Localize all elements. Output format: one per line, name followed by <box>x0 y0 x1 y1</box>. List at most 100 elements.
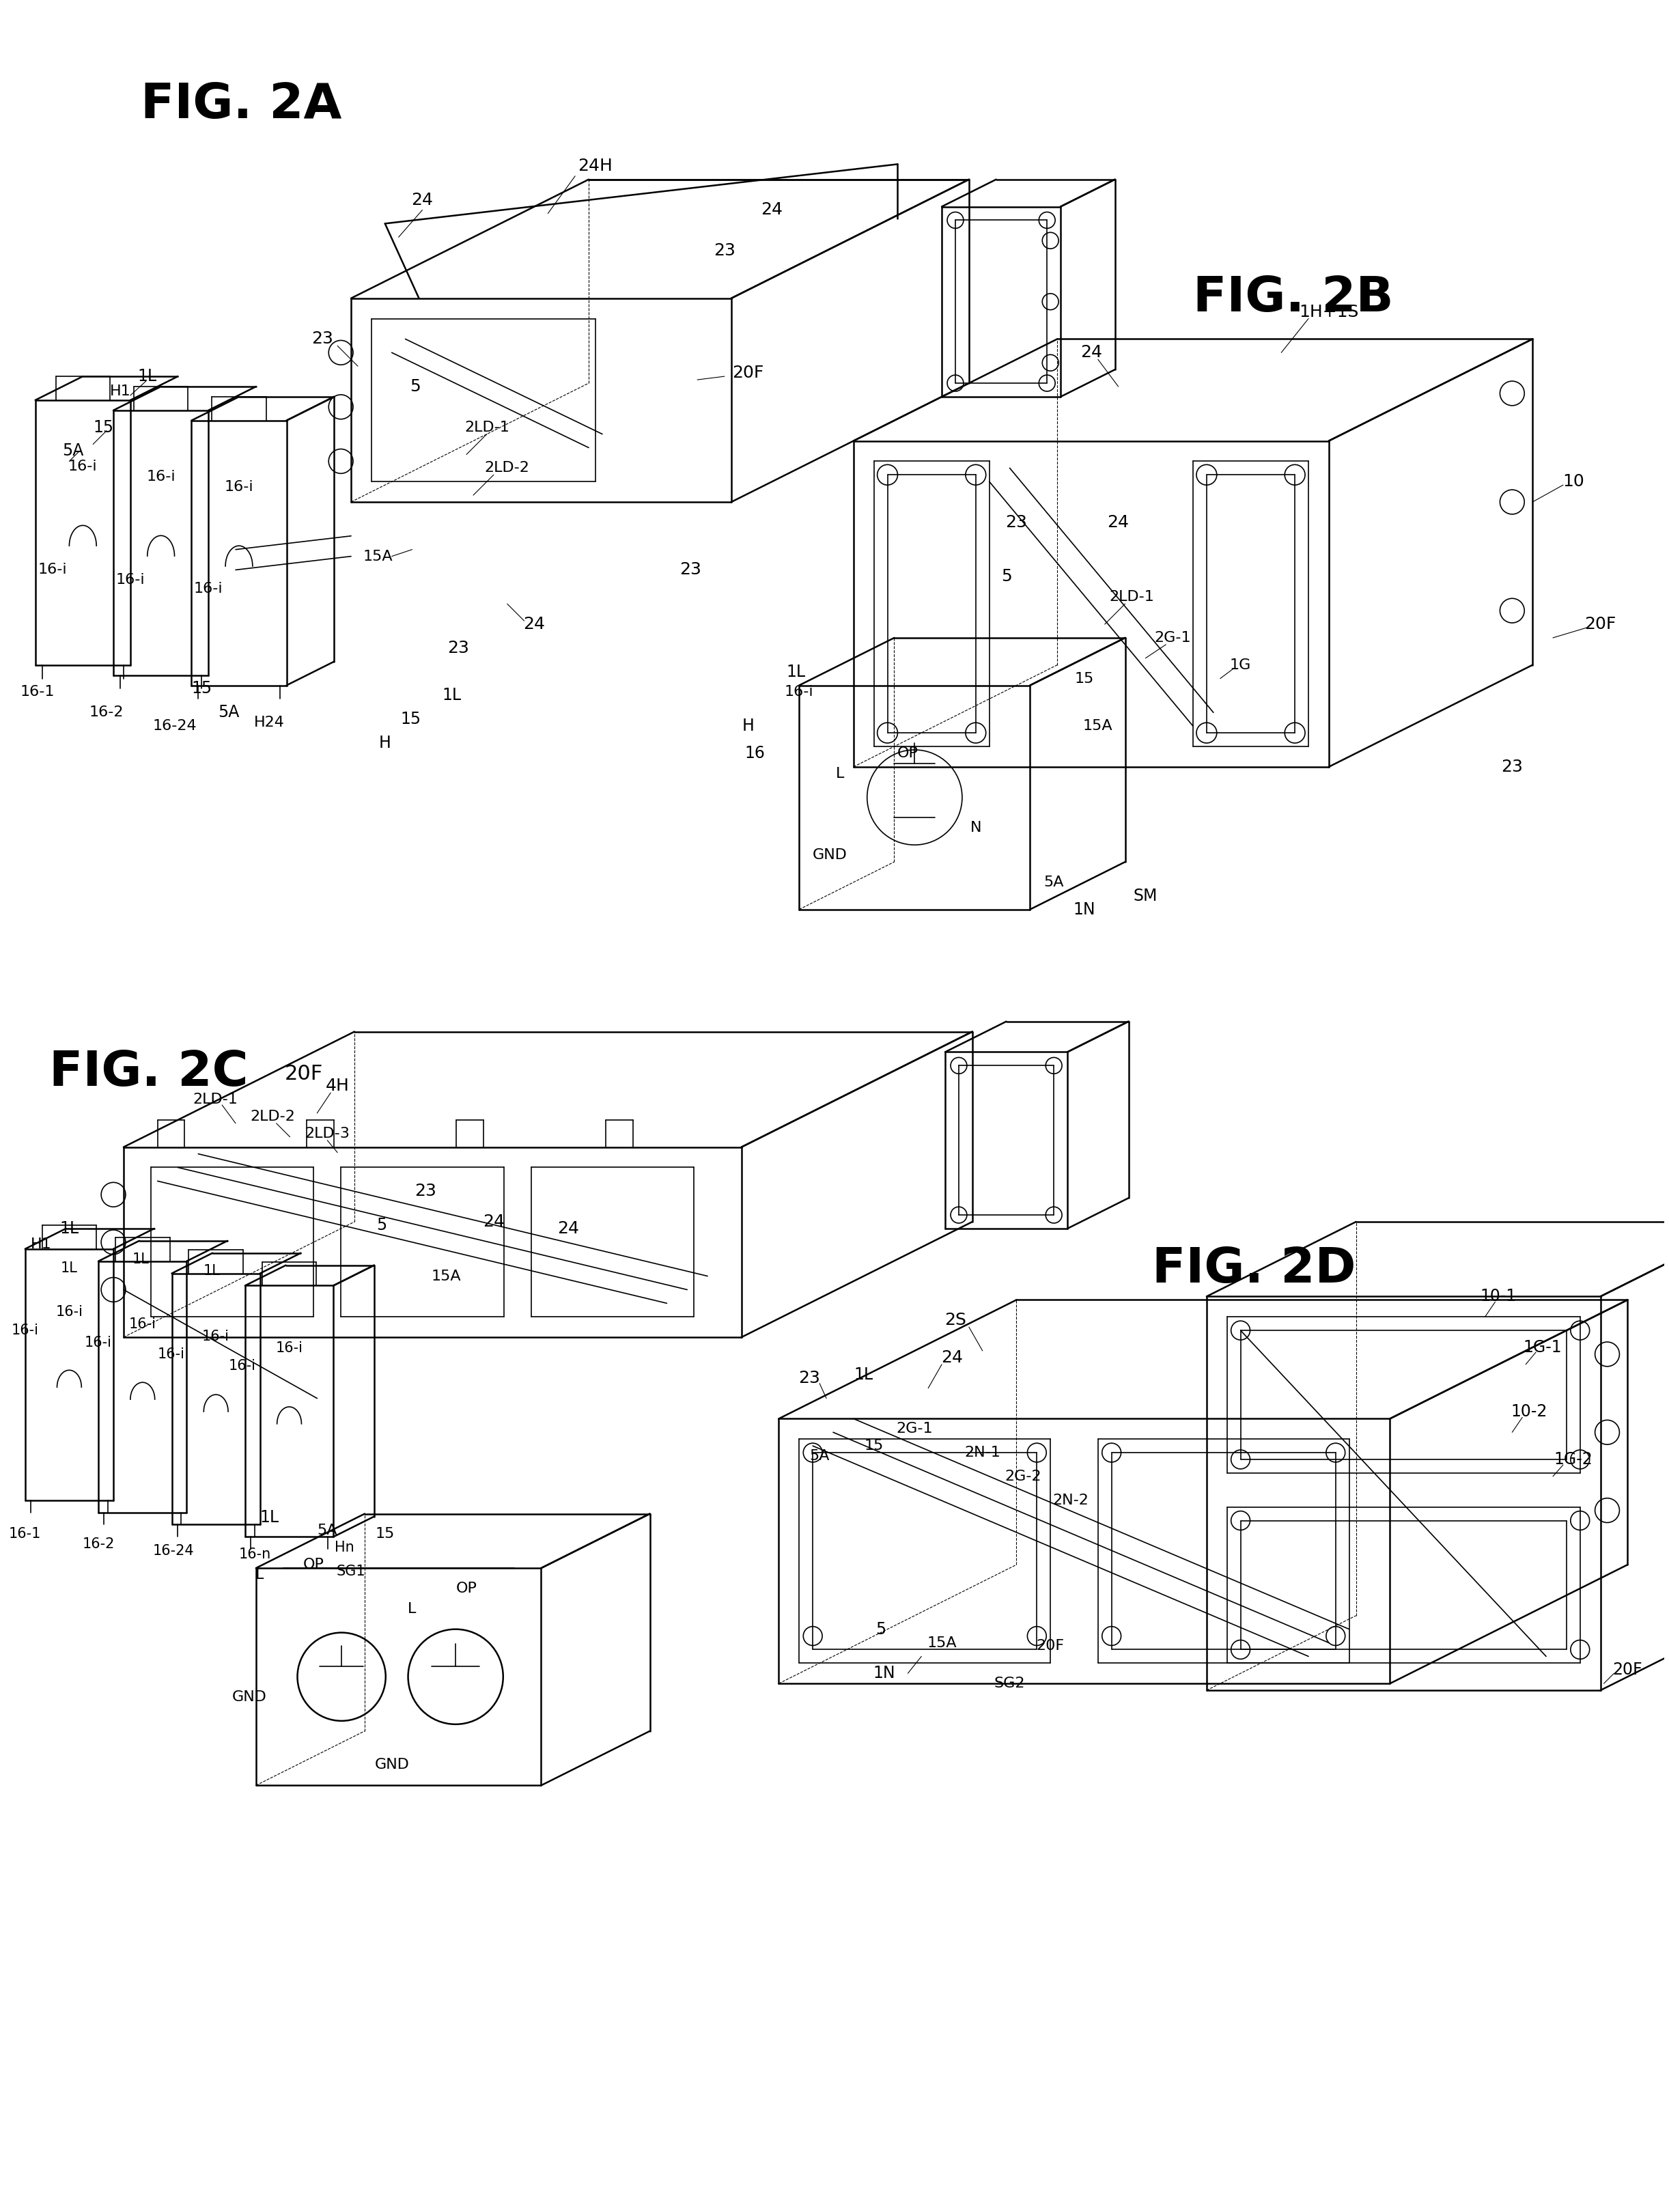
Text: 5A: 5A <box>62 442 83 460</box>
Text: SG2: SG2 <box>995 1677 1025 1690</box>
Text: 16-i: 16-i <box>194 582 224 595</box>
Text: 1L: 1L <box>60 1221 78 1237</box>
Text: 1G-1: 1G-1 <box>1524 1338 1562 1356</box>
Text: 5: 5 <box>876 1621 886 1637</box>
Text: 16-i: 16-i <box>68 460 97 473</box>
Text: L: L <box>255 1568 264 1582</box>
Text: 15A: 15A <box>1083 719 1113 732</box>
Text: GND: GND <box>813 847 848 863</box>
Text: 1L: 1L <box>60 1261 78 1274</box>
Text: H: H <box>379 734 391 752</box>
Text: 16-i: 16-i <box>55 1305 83 1318</box>
Text: GND: GND <box>232 1690 267 1703</box>
Text: 2LD-1: 2LD-1 <box>464 420 509 434</box>
Text: 20F: 20F <box>1036 1639 1065 1652</box>
Text: H1: H1 <box>110 385 130 398</box>
Text: 23: 23 <box>312 332 334 347</box>
Text: 15A: 15A <box>926 1637 956 1650</box>
Text: 2LD-3: 2LD-3 <box>305 1126 350 1141</box>
Text: 23: 23 <box>447 639 469 657</box>
Text: 5: 5 <box>1001 568 1011 584</box>
Text: 16-1: 16-1 <box>8 1526 42 1542</box>
Text: L: L <box>836 768 845 781</box>
Text: 2N-1: 2N-1 <box>965 1447 1001 1460</box>
Text: OP: OP <box>898 745 918 761</box>
Text: FIG. 2B: FIG. 2B <box>1193 274 1394 321</box>
Text: 2LD-2: 2LD-2 <box>484 462 529 476</box>
Text: 24: 24 <box>557 1221 579 1237</box>
Text: 1N: 1N <box>1073 900 1095 918</box>
Text: 16-i: 16-i <box>12 1323 38 1338</box>
Text: 5A: 5A <box>1043 876 1063 889</box>
Text: 2N-2: 2N-2 <box>1053 1493 1088 1506</box>
Text: H: H <box>743 719 754 734</box>
Text: OP: OP <box>456 1582 477 1595</box>
Text: 16-i: 16-i <box>275 1343 302 1356</box>
Text: 15: 15 <box>401 710 421 728</box>
Text: Hn: Hn <box>334 1542 354 1555</box>
Text: 15: 15 <box>93 418 113 436</box>
Text: FIG. 2A: FIG. 2A <box>140 82 342 128</box>
Text: 1L: 1L <box>786 664 806 679</box>
Text: 5: 5 <box>409 378 421 394</box>
Text: 5A: 5A <box>317 1524 337 1537</box>
Text: 5A: 5A <box>219 703 240 721</box>
Text: 2LD-1: 2LD-1 <box>192 1093 237 1106</box>
Text: 1L: 1L <box>139 367 157 385</box>
Text: L: L <box>407 1601 416 1615</box>
Text: 10-1: 10-1 <box>1480 1287 1517 1305</box>
Text: 16-i: 16-i <box>85 1336 112 1349</box>
Text: 16-i: 16-i <box>784 686 814 699</box>
Text: 16-i: 16-i <box>147 469 175 484</box>
Text: 2S: 2S <box>945 1312 966 1329</box>
Text: 24: 24 <box>1080 345 1102 361</box>
Text: 23: 23 <box>416 1183 437 1199</box>
Text: 23: 23 <box>714 243 736 259</box>
Text: 10: 10 <box>1562 473 1584 489</box>
Text: FIG. 2D: FIG. 2D <box>1152 1245 1357 1292</box>
Text: 20F: 20F <box>733 365 764 380</box>
Text: 5A: 5A <box>809 1449 829 1462</box>
Text: 2G-1: 2G-1 <box>896 1422 933 1436</box>
Text: 15: 15 <box>376 1526 394 1542</box>
Text: 16-i: 16-i <box>38 564 67 577</box>
Text: 24: 24 <box>761 201 783 219</box>
Text: 16-i: 16-i <box>224 480 254 493</box>
Text: SG1: SG1 <box>337 1564 366 1579</box>
Text: 1G-2: 1G-2 <box>1554 1451 1592 1467</box>
Text: 16-i: 16-i <box>115 573 145 586</box>
Text: 16-i: 16-i <box>202 1329 230 1343</box>
Text: 24H: 24H <box>577 157 613 175</box>
Text: 2G-2: 2G-2 <box>1005 1469 1041 1484</box>
Text: 20F: 20F <box>1584 615 1616 633</box>
Text: 16-24: 16-24 <box>152 1544 194 1557</box>
Text: N: N <box>970 821 981 834</box>
Text: H24: H24 <box>254 717 285 730</box>
Text: 16-i: 16-i <box>229 1358 255 1374</box>
Text: 15A: 15A <box>431 1270 461 1283</box>
Text: 5: 5 <box>377 1217 387 1234</box>
Text: 2LD-2: 2LD-2 <box>250 1110 295 1124</box>
Text: 1L: 1L <box>204 1263 220 1279</box>
Text: 16-i: 16-i <box>129 1316 157 1332</box>
Text: 16: 16 <box>744 745 766 761</box>
Text: 4H: 4H <box>325 1077 349 1095</box>
Text: 16-n: 16-n <box>239 1548 270 1562</box>
Text: 16-i: 16-i <box>157 1347 185 1360</box>
Text: 15: 15 <box>865 1440 883 1453</box>
Text: 24: 24 <box>941 1349 963 1365</box>
Text: GND: GND <box>374 1759 409 1772</box>
Text: 2G-1: 2G-1 <box>1155 630 1192 644</box>
Text: 15: 15 <box>192 681 212 697</box>
Text: 16-2: 16-2 <box>82 1537 115 1551</box>
Text: 24: 24 <box>1108 513 1130 531</box>
Text: 24: 24 <box>524 615 546 633</box>
Text: 1L: 1L <box>442 688 461 703</box>
Text: 1L: 1L <box>132 1252 149 1265</box>
Text: 23: 23 <box>1502 759 1524 774</box>
Text: H1: H1 <box>32 1237 52 1252</box>
Text: 20F: 20F <box>1612 1661 1642 1679</box>
Text: 1N: 1N <box>873 1666 895 1681</box>
Text: 16-24: 16-24 <box>152 719 197 732</box>
Text: SM: SM <box>1133 887 1158 905</box>
